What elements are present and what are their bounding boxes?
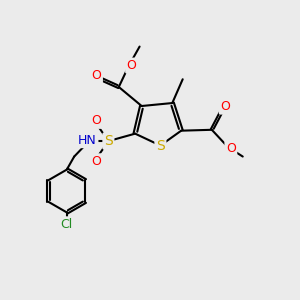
Text: O: O	[127, 59, 136, 72]
Text: O: O	[92, 114, 101, 128]
Text: O: O	[220, 100, 230, 113]
Text: HN: HN	[78, 134, 97, 147]
Text: O: O	[92, 69, 101, 82]
Text: S: S	[156, 139, 165, 152]
Text: Cl: Cl	[61, 218, 73, 231]
Text: O: O	[92, 155, 101, 168]
Text: O: O	[226, 142, 236, 155]
Text: S: S	[104, 134, 113, 148]
